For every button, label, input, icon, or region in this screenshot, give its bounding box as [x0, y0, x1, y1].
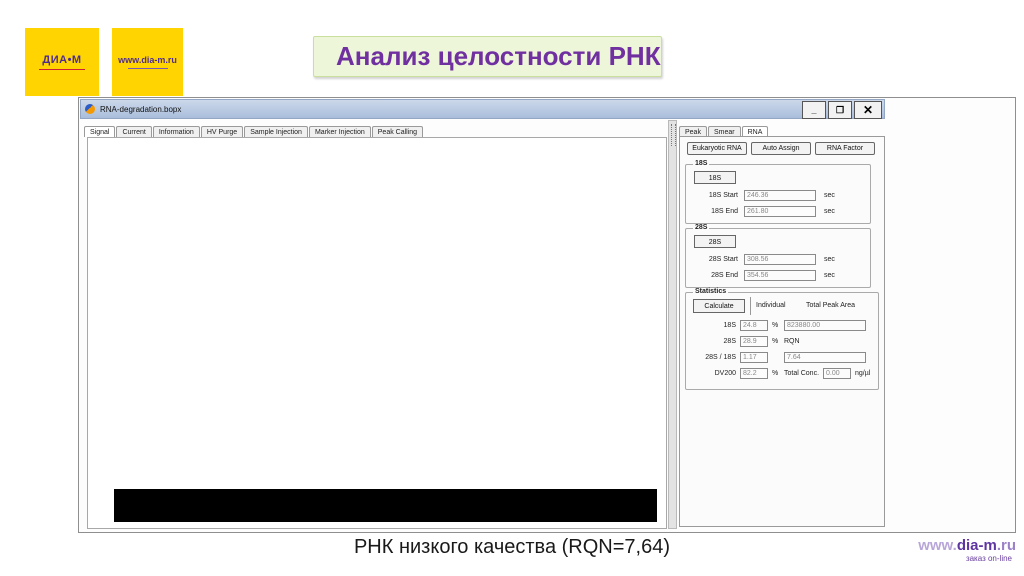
tab-signal[interactable]: Signal	[84, 126, 116, 137]
group-28s-legend: 28S	[693, 224, 710, 231]
dv200-label: DV200	[714, 370, 736, 377]
restore-button[interactable]: ❐	[828, 101, 852, 119]
gel-marker-line	[114, 489, 116, 522]
28s-start-unit: sec	[824, 256, 835, 263]
diam-site-logo: www.dia-m.ru	[112, 28, 183, 96]
slide-caption: РНК низкого качества (RQN=7,64)	[353, 536, 671, 558]
calculate-button[interactable]: Calculate	[693, 299, 745, 313]
group-statistics: Statistics Calculate Individual Total Pe…	[685, 288, 879, 390]
stats-divider	[750, 297, 751, 315]
weblogo-name: dia-m	[956, 537, 997, 554]
tab-rna[interactable]: RNA	[741, 126, 769, 137]
chart-panel	[87, 137, 667, 529]
diam-logo: ДИА•М	[25, 28, 99, 96]
slide-title: Анализ целостности РНК	[336, 41, 661, 71]
28s-end-field[interactable]	[744, 270, 816, 281]
total-peak-area-field[interactable]	[784, 320, 866, 331]
diam-logo-text: ДИА•М	[42, 54, 82, 66]
28s-end-label: 28S End	[711, 272, 738, 279]
tab-information[interactable]: Information	[152, 126, 200, 137]
tab-sample-injection[interactable]: Sample Injection	[244, 126, 308, 137]
right-tab-bar: Peak Smear RNA	[679, 122, 769, 137]
diam-site-logo-rule	[127, 68, 168, 69]
individual-column-header: Individual	[756, 302, 786, 309]
ratio-field[interactable]	[740, 352, 768, 363]
weblogo-suffix: .ru	[996, 537, 1016, 554]
diam-logo-rule	[39, 69, 85, 70]
panel-splitter[interactable]	[668, 120, 677, 529]
stats-18s-unit: %	[772, 322, 779, 329]
window-titlebar[interactable]: RNA-degradation.bopx _ ❐ ✕	[80, 99, 885, 119]
18s-end-field[interactable]	[744, 206, 816, 217]
dv200-field[interactable]	[740, 368, 768, 379]
stats-18s-label: 18S	[723, 322, 736, 329]
stats-28s-field[interactable]	[740, 336, 768, 347]
dia-m-web-logo: www.dia-m.ru заказ on-line	[886, 538, 1016, 563]
left-tab-bar: Signal Current Information HV Purge Sample I…	[84, 122, 424, 137]
diam-site-logo-text: www.dia-m.ru	[118, 55, 177, 65]
18s-end-label: 18S End	[711, 208, 738, 215]
tab-current[interactable]: Current	[116, 126, 152, 137]
tab-smear[interactable]: Smear	[707, 126, 741, 137]
group-statistics-legend: Statistics	[693, 288, 729, 295]
rna-panel: Eukaryotic RNA Auto Assign RNA Factor 18…	[679, 136, 885, 527]
eukaryotic-rna-button[interactable]: Eukaryotic RNA	[687, 142, 747, 155]
group-28s: 28S 28S 28S Start sec 28S End sec	[685, 224, 871, 288]
28s-start-label: 28S Start	[708, 256, 738, 263]
28s-start-field[interactable]	[744, 254, 816, 265]
total-conc-unit: ng/µl	[855, 370, 871, 377]
tab-peak-calling[interactable]: Peak Calling	[371, 126, 424, 137]
app-window: RNA-degradation.bopx _ ❐ ✕ Signal Current…	[78, 97, 1016, 533]
rqn-field[interactable]	[784, 352, 866, 363]
splitter-grip-icon	[671, 124, 676, 146]
rna-action-buttons: Eukaryotic RNA Auto Assign RNA Factor	[687, 142, 875, 155]
stats-28s-label: 28S	[723, 338, 736, 345]
rqn-label: RQN	[784, 338, 800, 345]
tab-hv-purge[interactable]: HV Purge	[200, 126, 244, 137]
gel-image	[114, 489, 657, 522]
window-controls: _ ❐ ✕	[802, 101, 882, 119]
window-title: RNA-degradation.bopx	[100, 104, 182, 114]
18s-start-field[interactable]	[744, 190, 816, 201]
minimize-button[interactable]: _	[802, 101, 826, 119]
18s-start-label: 18S Start	[708, 192, 738, 199]
rna-factor-button[interactable]: RNA Factor	[815, 142, 875, 155]
total-conc-label: Total Conc.	[784, 370, 820, 377]
plot-area[interactable]	[112, 151, 412, 301]
weblogo-subtext: заказ on-line	[965, 554, 1012, 563]
auto-assign-button[interactable]: Auto Assign	[751, 142, 811, 155]
18s-start-unit: sec	[824, 192, 835, 199]
tab-marker-injection[interactable]: Marker Injection	[308, 126, 371, 137]
close-button[interactable]: ✕	[854, 101, 882, 119]
28s-button[interactable]: 28S	[694, 235, 736, 248]
group-18s: 18S 18S 18S Start sec 18S End sec	[685, 160, 871, 224]
total-conc-field[interactable]	[823, 368, 851, 379]
18s-end-unit: sec	[824, 208, 835, 215]
slide-title-box: Анализ целостности РНК	[313, 36, 662, 77]
tab-peak[interactable]: Peak	[679, 126, 707, 137]
total-peak-area-header: Total Peak Area	[806, 302, 856, 309]
18s-button[interactable]: 18S	[694, 171, 736, 184]
28s-end-unit: sec	[824, 272, 835, 279]
stats-18s-field[interactable]	[740, 320, 768, 331]
group-18s-legend: 18S	[693, 160, 710, 167]
dv200-unit: %	[772, 370, 779, 377]
stats-28s-unit: %	[772, 338, 779, 345]
weblogo-prefix: www.	[918, 537, 957, 554]
ratio-label: 28S / 18S	[705, 354, 736, 361]
app-icon	[85, 104, 95, 114]
